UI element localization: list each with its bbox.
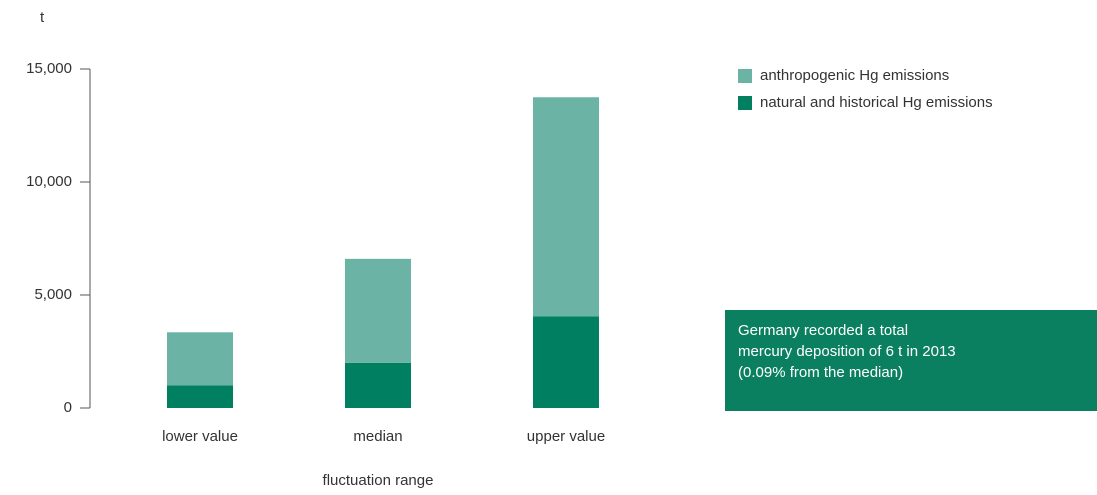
x-tick-label: median [353,428,402,445]
annotation-box [725,310,1097,411]
x-tick-label: upper value [527,428,605,445]
legend-label: anthropogenic Hg emissions [760,67,949,84]
legend-label: natural and historical Hg emissions [760,94,993,111]
y-tick-label: 10,000 [26,173,72,190]
y-tick-label: 5,000 [34,286,72,303]
annotation-text: mercury deposition of 6 t in 2013 [738,343,956,360]
x-axis-label: fluctuation range [323,472,434,489]
y-tick-label: 15,000 [26,60,72,77]
annotation-text: Germany recorded a total [738,322,908,339]
bar-segment [533,97,599,317]
bar-segment [167,385,233,408]
annotation-text: (0.09% from the median) [738,364,903,381]
y-axis-label: t [40,9,45,26]
bar-segment [533,316,599,408]
bar-segment [345,258,411,363]
x-tick-label: lower value [162,428,238,445]
legend-swatch [738,96,752,110]
y-tick-label: 0 [64,399,72,416]
legend-swatch [738,69,752,83]
bar-segment [345,362,411,408]
bar-segment [167,332,233,386]
